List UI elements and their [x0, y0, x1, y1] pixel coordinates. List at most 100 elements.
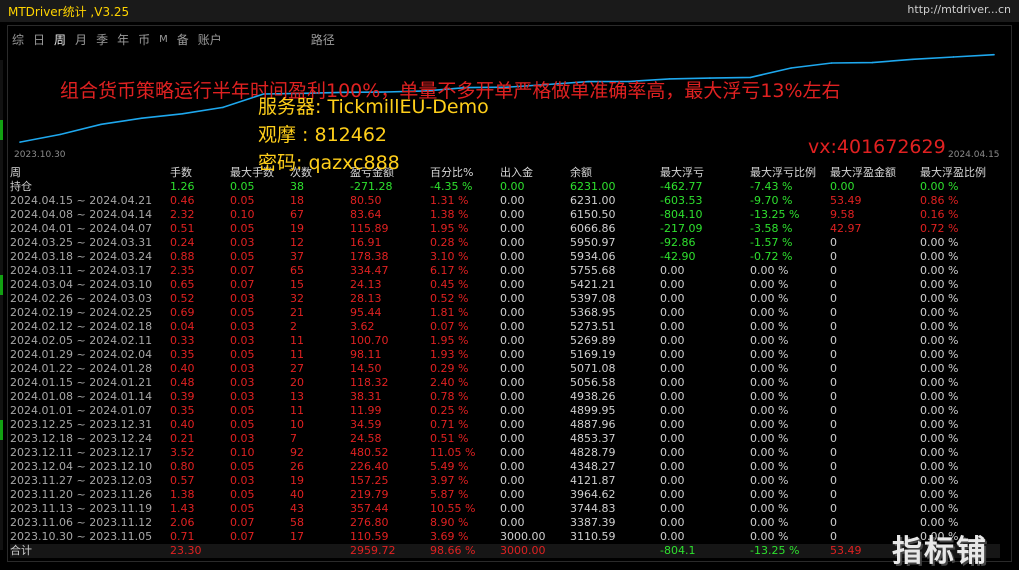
cell-7: 4121.87 — [570, 474, 616, 487]
cell-7: 6231.00 — [570, 194, 616, 207]
tab-2[interactable]: 周 — [54, 32, 67, 47]
cell-6: 0.00 — [500, 236, 525, 249]
equity-point — [303, 92, 305, 95]
cell-11: 0.00 % — [920, 488, 959, 501]
table-row[interactable]: 2023.11.27 ~ 2023.12.03 0.57 0.03 19 157.25 3… — [10, 474, 1000, 488]
table-row[interactable]: 2024.01.22 ~ 2024.01.28 0.40 0.03 27 14.50 0.… — [10, 362, 1000, 376]
table-row[interactable]: 2023.11.20 ~ 2023.11.26 1.38 0.05 40 219.79 5… — [10, 488, 1000, 502]
table-row[interactable]: 2024.02.19 ~ 2024.02.25 0.69 0.05 21 95.44 1.… — [10, 306, 1000, 320]
table-row[interactable]: 2024.01.29 ~ 2024.02.04 0.35 0.05 11 98.11 1.… — [10, 348, 1000, 362]
cell-5: 98.66 % — [430, 544, 476, 557]
cell-7: 余额 — [570, 166, 592, 179]
cell-5: 0.71 % — [430, 418, 469, 431]
cell-6: 0.00 — [500, 306, 525, 319]
table-row[interactable]: 2023.11.06 ~ 2023.11.12 2.06 0.07 58 276.80 8… — [10, 516, 1000, 530]
table-row[interactable]: 2024.02.26 ~ 2024.03.03 0.52 0.03 32 28.13 0.… — [10, 292, 1000, 306]
cell-8: 0.00 — [660, 502, 685, 515]
cell-3: 37 — [290, 250, 304, 263]
cell-0: 2024.03.25 ~ 2024.03.31 — [10, 236, 153, 249]
table-row[interactable]: 2024.01.08 ~ 2024.01.14 0.39 0.03 13 38.31 0.… — [10, 390, 1000, 404]
cell-0: 2024.01.08 ~ 2024.01.14 — [10, 390, 153, 403]
cell-11: 0.86 % — [920, 194, 959, 207]
tab-8[interactable]: 备 — [176, 32, 189, 47]
table-row[interactable]: 2023.12.11 ~ 2023.12.17 3.52 0.10 92 480.52 1… — [10, 446, 1000, 460]
cell-5: 0.78 % — [430, 390, 469, 403]
cell-2: 0.05 — [230, 180, 255, 193]
table-row[interactable]: 2023.11.13 ~ 2023.11.19 1.43 0.05 43 357.44 1… — [10, 502, 1000, 516]
table-row[interactable]: 2024.04.15 ~ 2024.04.21 0.46 0.05 18 80.50 1.… — [10, 194, 1000, 208]
table-row[interactable]: 2023.12.18 ~ 2023.12.24 0.21 0.03 7 24.58 0.5… — [10, 432, 1000, 446]
cell-3: 21 — [290, 306, 304, 319]
cell-11: 0.00 % — [920, 390, 959, 403]
cell-5: 3.97 % — [430, 474, 469, 487]
tab-10[interactable]: 路径 — [310, 32, 335, 47]
cell-7: 3110.59 — [570, 530, 616, 543]
table-row[interactable]: 2023.12.04 ~ 2023.12.10 0.80 0.05 26 226.40 5… — [10, 460, 1000, 474]
table-row[interactable]: 2023.12.25 ~ 2023.12.31 0.40 0.05 10 34.59 0.… — [10, 418, 1000, 432]
tab-6[interactable]: 币 — [138, 32, 151, 47]
table-row[interactable]: 2024.01.15 ~ 2024.01.21 0.48 0.03 20 118.32 2… — [10, 376, 1000, 390]
table-row[interactable]: 2024.04.01 ~ 2024.04.07 0.51 0.05 19 115.89 1… — [10, 222, 1000, 236]
tab-1[interactable]: 日 — [33, 32, 46, 47]
cell-10: 0 — [830, 264, 837, 277]
cell-8: 0.00 — [660, 362, 685, 375]
tab-5[interactable]: 年 — [117, 32, 130, 47]
cell-9: 0.00 % — [750, 474, 789, 487]
cell-0: 合计 — [10, 544, 32, 557]
cell-10: 0.00 — [830, 180, 855, 193]
website-link[interactable]: http://mtdriver...cn — [907, 3, 1011, 16]
cell-10: 53.49 — [830, 544, 862, 557]
tab-4[interactable]: 季 — [96, 32, 109, 47]
cell-4: 178.38 — [350, 250, 389, 263]
cell-5: 0.51 % — [430, 432, 469, 445]
equity-point — [100, 123, 102, 126]
observe-text: 观摩 : 812462 — [258, 124, 388, 146]
table-row[interactable]: 2023.10.30 ~ 2023.11.05 0.71 0.07 17 110.59 3… — [10, 530, 1000, 544]
cell-5: 3.69 % — [430, 530, 469, 543]
table-row[interactable]: 2024.03.04 ~ 2024.03.10 0.65 0.07 15 24.13 0.… — [10, 278, 1000, 292]
cell-7: 5273.51 — [570, 320, 616, 333]
tab-7[interactable]: M — [159, 33, 168, 45]
cell-8: 0.00 — [660, 446, 685, 459]
cell-7: 5056.58 — [570, 376, 616, 389]
table-row[interactable]: 2024.03.18 ~ 2024.03.24 0.88 0.05 37 178.38 3… — [10, 250, 1000, 264]
cell-4: 24.58 — [350, 432, 382, 445]
tab-3[interactable]: 月 — [75, 32, 88, 47]
cell-7: 6150.50 — [570, 208, 616, 221]
cell-1: 1.38 — [170, 488, 195, 501]
cell-1: 手数 — [170, 166, 192, 179]
cell-6: 0.00 — [500, 474, 525, 487]
cell-9: 0.00 % — [750, 320, 789, 333]
table-row[interactable]: 2024.04.08 ~ 2024.04.14 2.32 0.10 67 83.64 1.… — [10, 208, 1000, 222]
cell-2: 0.05 — [230, 418, 255, 431]
cell-8: -217.09 — [660, 222, 703, 235]
cell-1: 0.35 — [170, 404, 195, 417]
cell-4: 28.13 — [350, 292, 382, 305]
table-row[interactable]: 2024.02.05 ~ 2024.02.11 0.33 0.03 11 100.70 1… — [10, 334, 1000, 348]
cell-0: 2024.02.12 ~ 2024.02.18 — [10, 320, 153, 333]
cell-2: 最大手数 — [230, 166, 274, 179]
cell-8: 0.00 — [660, 488, 685, 501]
equity-point — [709, 77, 711, 79]
equity-point — [222, 106, 224, 109]
table-row[interactable]: 2024.03.25 ~ 2024.03.31 0.24 0.03 12 16.91 0.… — [10, 236, 1000, 250]
cell-11: 0.00 % — [920, 446, 959, 459]
cell-8: 0.00 — [660, 320, 685, 333]
cell-1: 0.80 — [170, 460, 195, 473]
table-row[interactable]: 2024.01.01 ~ 2024.01.07 0.35 0.05 11 11.99 0.… — [10, 404, 1000, 418]
cell-11: 0.00 % — [920, 264, 959, 277]
cell-5: 8.90 % — [430, 516, 469, 529]
table-row[interactable]: 2024.02.12 ~ 2024.02.18 0.04 0.03 2 3.62 0.07… — [10, 320, 1000, 334]
cell-4: 盈亏金额 — [350, 166, 394, 179]
cell-6: 0.00 — [500, 292, 525, 305]
cell-3: 15 — [290, 278, 304, 291]
tab-0[interactable]: 综 — [12, 32, 25, 47]
cell-3: 11 — [290, 348, 304, 361]
cell-6: 0.00 — [500, 460, 525, 473]
tab-9[interactable]: 账户 — [197, 32, 222, 47]
table-row[interactable]: 2024.03.11 ~ 2024.03.17 2.35 0.07 65 334.47 6… — [10, 264, 1000, 278]
cell-1: 0.65 — [170, 278, 195, 291]
table-header: 周 手数 最大手数 次数 盈亏金额 百分比% 出入金 余额 最大浮亏 最大浮亏比例 最大浮盈金额 最大… — [10, 166, 1000, 180]
cell-11: 0.00 % — [920, 418, 959, 431]
cell-1: 0.71 — [170, 530, 195, 543]
